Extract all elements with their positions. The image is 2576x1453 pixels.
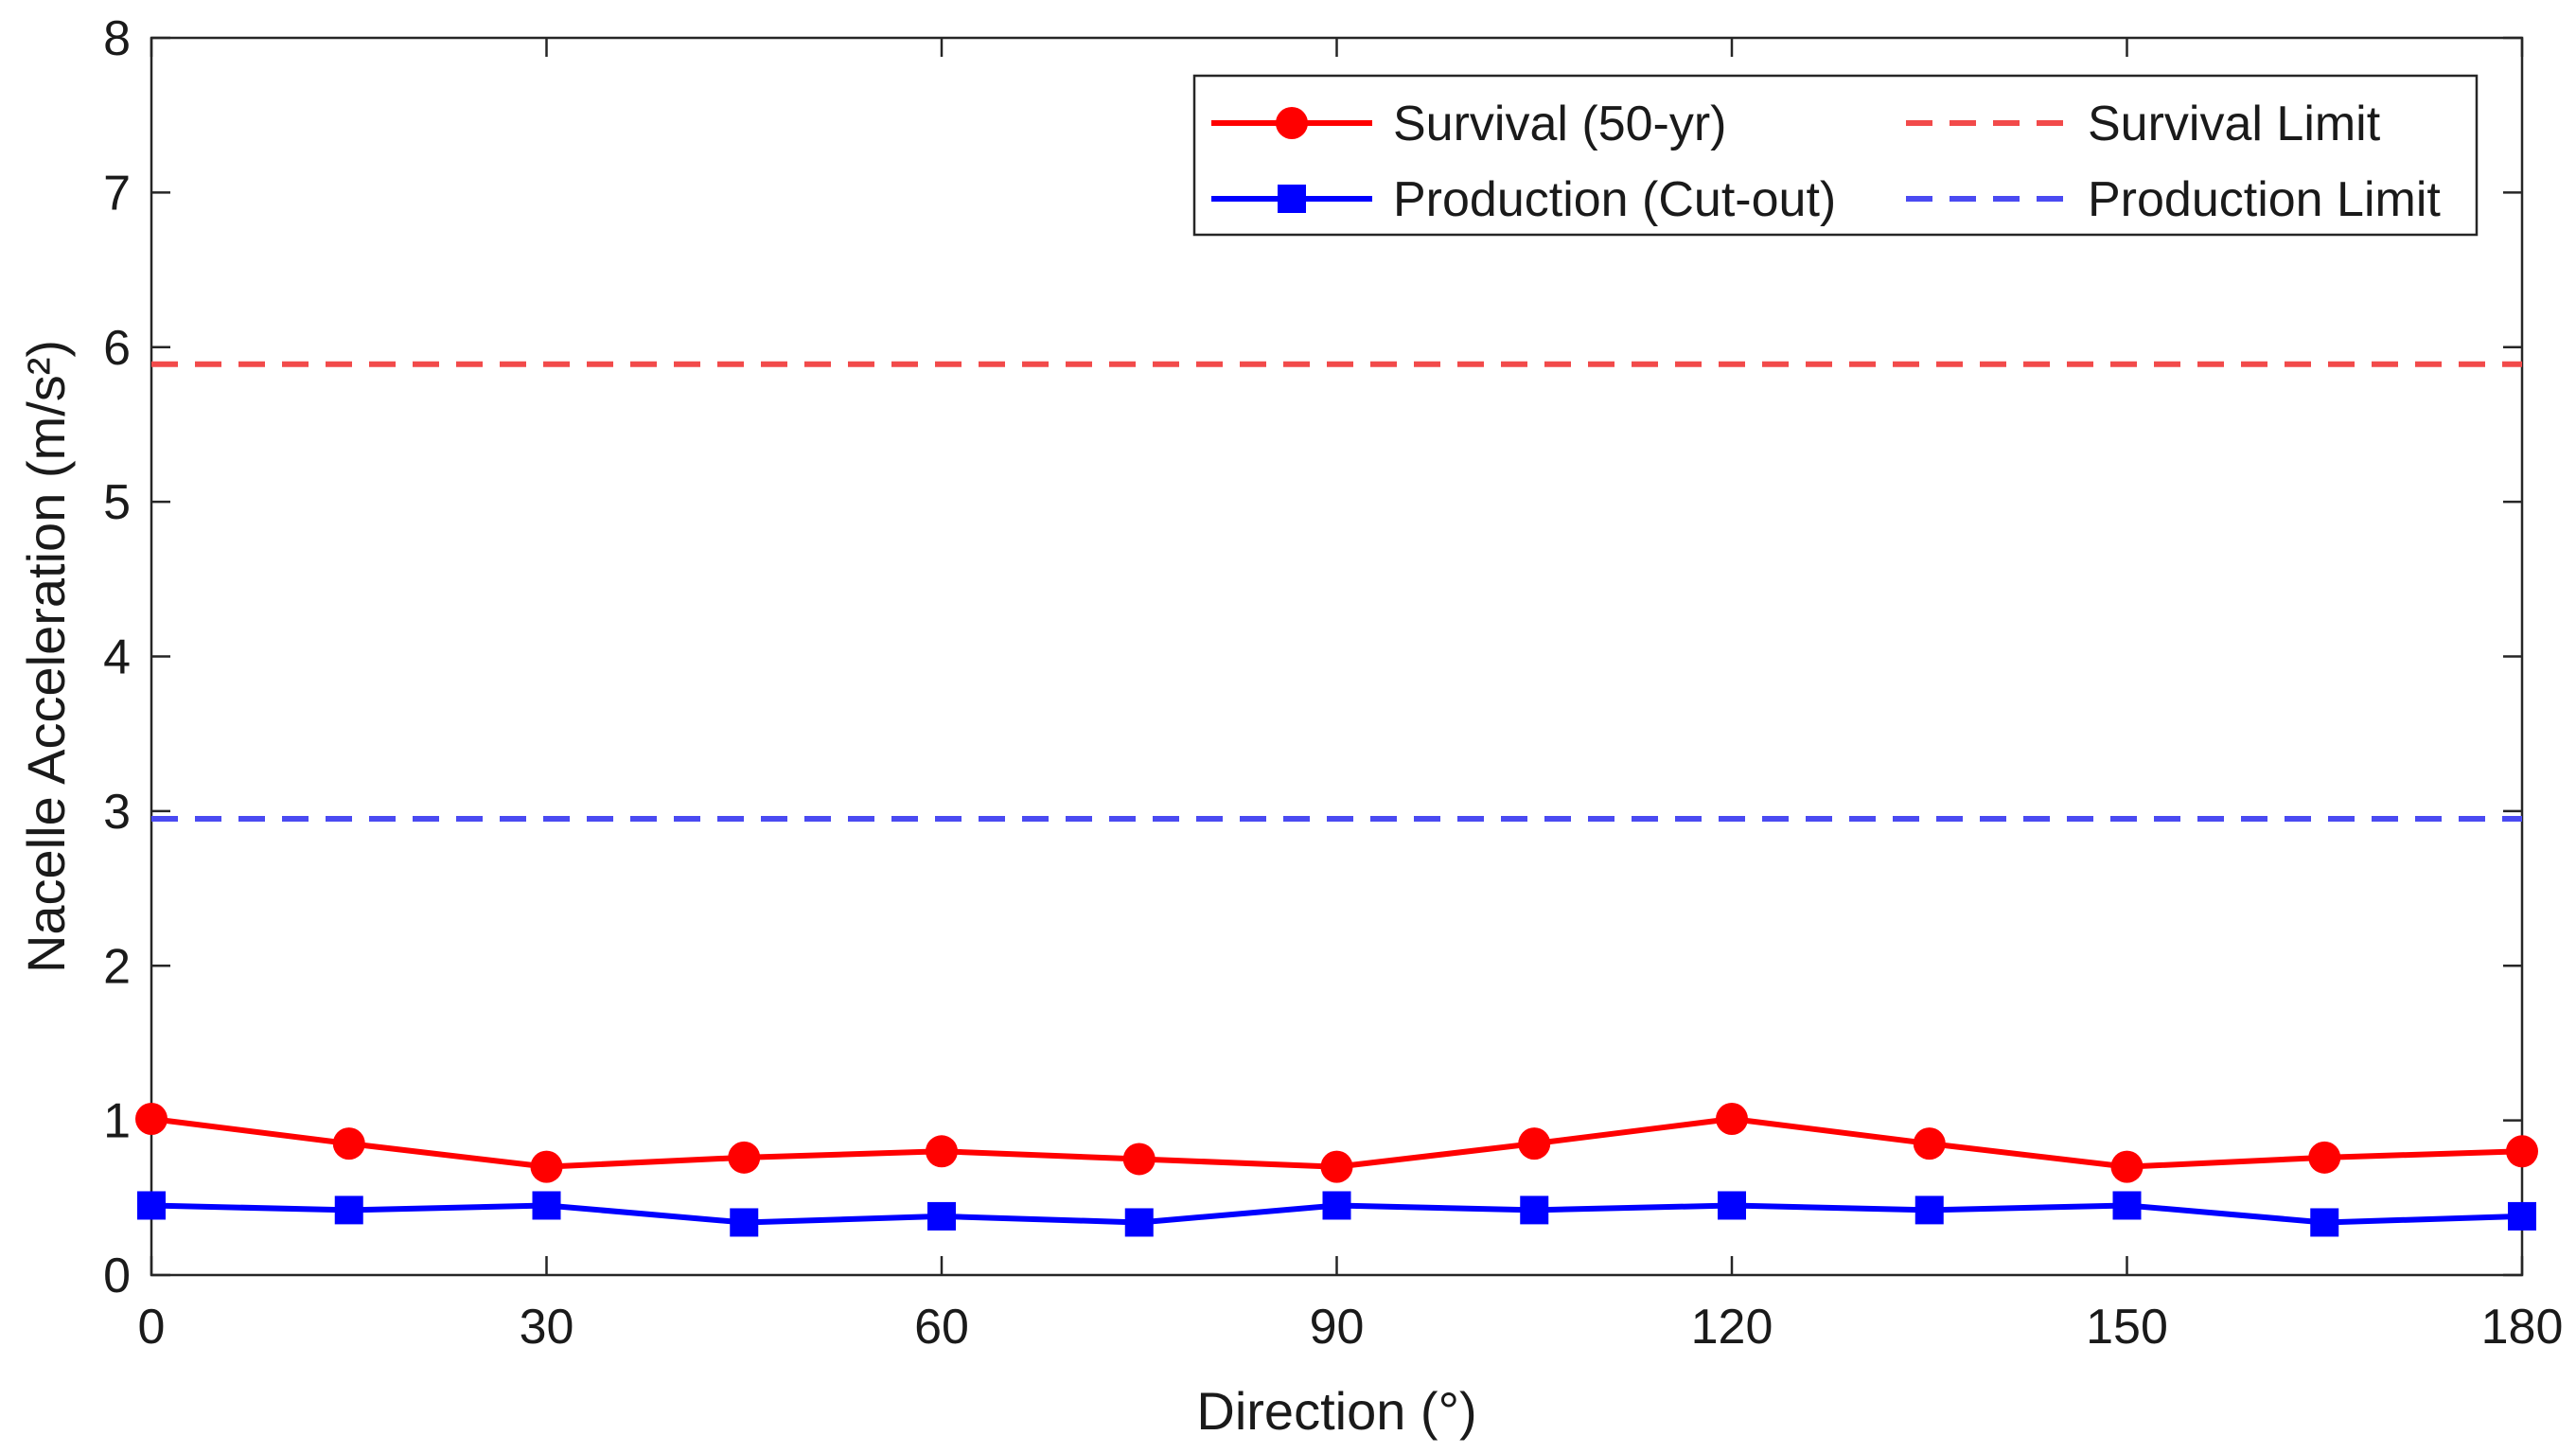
- legend: Survival (50-yr) Production (Cut-out) Surv…: [1192, 74, 2479, 237]
- legend-box: [1192, 74, 2479, 237]
- y-tick-label: 2: [103, 939, 131, 994]
- data-point: [1322, 1191, 1351, 1220]
- data-point: [730, 1208, 759, 1237]
- x-tick-label: 120: [1691, 1300, 1773, 1355]
- y-tick-label: 6: [103, 321, 131, 376]
- x-tick-label: 150: [2086, 1300, 2168, 1355]
- data-point: [2506, 1135, 2538, 1168]
- plot-layer: 0 30 60 90 120 150 180 0 1 2 3 4 5 6 7 8: [103, 11, 2563, 1355]
- data-point: [2112, 1191, 2142, 1220]
- data-point: [1718, 1191, 1746, 1220]
- y-tick-label: 1: [103, 1094, 131, 1149]
- data-point: [2310, 1208, 2339, 1237]
- data-point: [1518, 1127, 1551, 1161]
- data-point: [1716, 1102, 1748, 1135]
- x-tick-label: 90: [1310, 1300, 1365, 1355]
- data-point: [334, 1196, 363, 1225]
- data-point: [927, 1201, 956, 1231]
- x-tick-label: 0: [138, 1300, 166, 1355]
- data-point: [1913, 1127, 1946, 1161]
- data-point: [728, 1141, 761, 1174]
- data-point: [530, 1150, 563, 1183]
- y-tick-label: 7: [103, 166, 131, 221]
- legend-marker: [1278, 185, 1306, 213]
- data-point: [1122, 1143, 1156, 1176]
- legend-label: Production Limit: [2088, 172, 2441, 227]
- legend-label: Production (Cut-out): [1393, 172, 1836, 227]
- data-point: [1124, 1208, 1154, 1237]
- data-point: [2110, 1150, 2144, 1183]
- x-tick-label: 180: [2481, 1300, 2564, 1355]
- x-axis-title: Direction (°): [1196, 1381, 1476, 1441]
- legend-marker: [1276, 107, 1308, 139]
- data-point: [926, 1135, 958, 1168]
- y-tick-label: 3: [103, 785, 131, 840]
- y-tick-label: 5: [103, 475, 131, 530]
- data-point: [1520, 1196, 1549, 1225]
- y-tick-label: 4: [103, 630, 131, 685]
- legend-label: Survival Limit: [2088, 97, 2381, 151]
- y-tick-label: 8: [103, 11, 131, 66]
- data-point: [332, 1127, 365, 1161]
- y-axis-title: Nacelle Acceleration (m/s²): [16, 340, 76, 973]
- data-point: [2308, 1141, 2341, 1174]
- y-tick-label: 0: [103, 1249, 131, 1303]
- data-point: [2508, 1201, 2536, 1231]
- data-point: [135, 1102, 168, 1135]
- data-point: [1320, 1150, 1353, 1183]
- x-tick-label: 30: [520, 1300, 574, 1355]
- data-point: [137, 1191, 166, 1220]
- data-point: [532, 1191, 561, 1220]
- data-point: [1914, 1196, 1944, 1225]
- legend-label: Survival (50-yr): [1393, 97, 1727, 151]
- x-tick-label: 60: [914, 1300, 969, 1355]
